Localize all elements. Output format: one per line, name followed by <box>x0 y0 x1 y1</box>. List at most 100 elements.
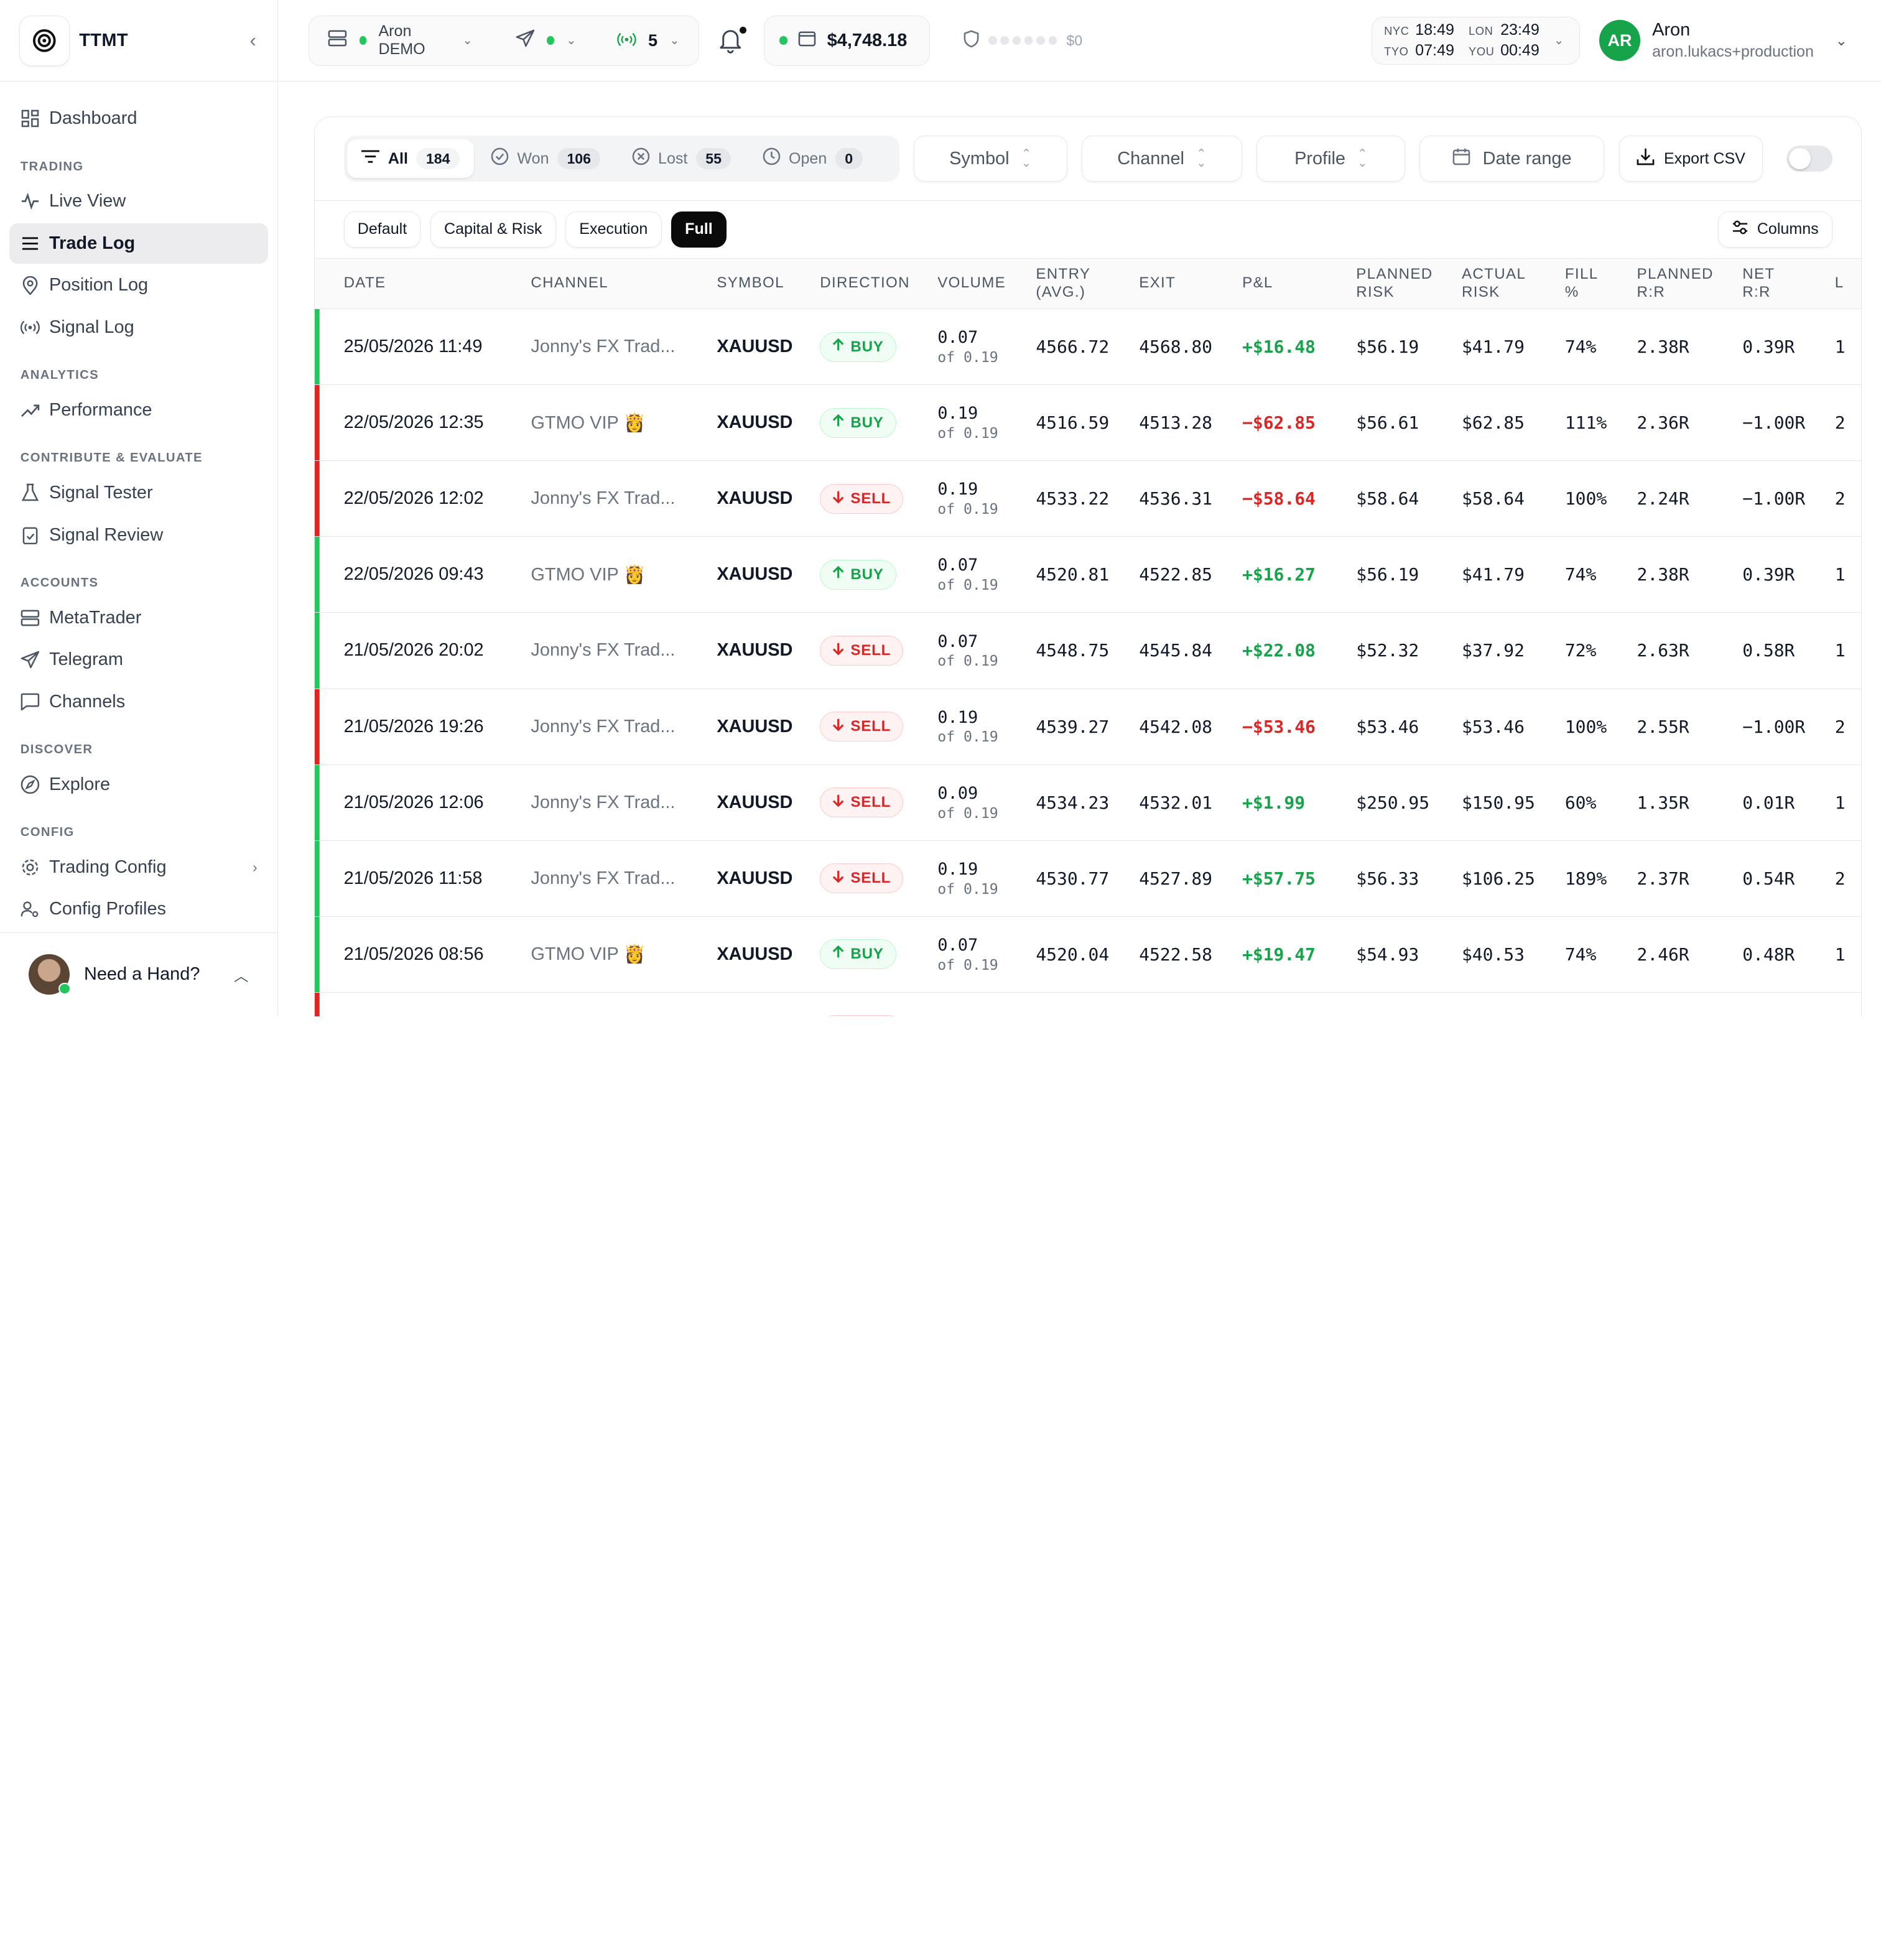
cell-direction: BUY <box>810 309 928 386</box>
sidebar-item-position-log[interactable]: Position Log <box>9 265 268 306</box>
sidebar-item-signal-review[interactable]: Signal Review <box>9 514 268 555</box>
table-row[interactable]: 21/05/2026 08:56 GTMO VIP 👸 XAUUSD BUY 0.07 o… <box>315 916 1862 993</box>
col-pnl[interactable]: P&L <box>1232 258 1347 310</box>
volume-total: of 0.19 <box>937 577 998 594</box>
tab-label: All <box>388 149 408 167</box>
table-row[interactable]: 21/05/2026 12:06 Jonny's FX Trad... XAUUSD… <box>315 764 1862 841</box>
cell-date: 22/05/2026 12:02 <box>315 460 521 537</box>
columns-button[interactable]: Columns <box>1718 211 1832 248</box>
chevron-down-icon[interactable]: ⌄ <box>669 34 680 48</box>
col-date[interactable]: DATE <box>315 258 521 310</box>
col-symbol[interactable]: SYMBOL <box>707 258 810 310</box>
col-actual-risk[interactable]: ACTUAL RISK <box>1452 258 1556 310</box>
chevron-down-icon[interactable]: ⌄ <box>566 34 577 48</box>
cell-extra: 1 <box>1825 612 1862 689</box>
col-net-rr[interactable]: NET R:R <box>1732 258 1826 310</box>
sidebar-item-trading-config[interactable]: Trading Config › <box>9 847 268 888</box>
help-widget[interactable]: Need a Hand? ︿ <box>0 932 277 1016</box>
columns-label: Columns <box>1757 220 1819 238</box>
account-switcher[interactable]: Aron DEMO ⌄ ⌄ 5 ⌄ <box>308 15 700 66</box>
sidebar-item-telegram[interactable]: Telegram <box>9 639 268 680</box>
direction-label: BUY <box>850 945 884 963</box>
clock-group-2: LON 23:49 YOU 00:49 <box>1469 21 1540 60</box>
table-row[interactable]: 25/05/2026 11:49 Jonny's FX Trad... XAUUSD… <box>315 309 1862 386</box>
tab-lost[interactable]: Lost 55 <box>617 139 745 178</box>
sidebar-item-dashboard[interactable]: Dashboard <box>9 98 268 139</box>
table-row[interactable]: 22/05/2026 12:35 GTMO VIP 👸 XAUUSD BUY 0.19 o… <box>315 384 1862 462</box>
col-volume[interactable]: VOLUME <box>927 258 1026 310</box>
table-row[interactable]: 21/05/2026 20:02 Jonny's FX Trad... XAUUSD… <box>315 612 1862 689</box>
cell-symbol: XAUUSD <box>707 916 810 993</box>
view-toggle-switch[interactable] <box>1786 145 1832 172</box>
collapse-sidebar-icon[interactable]: ‹ <box>249 29 256 52</box>
sidebar-item-label: Channels <box>49 691 126 712</box>
clock-icon <box>763 147 781 170</box>
user-name: Aron <box>1652 20 1691 40</box>
sidebar-item-label: Signal Tester <box>49 483 153 503</box>
table-row[interactable]: SELL 0.24 <box>315 992 1862 1016</box>
col-extra[interactable]: L <box>1825 258 1862 310</box>
cell-planned-risk: $250.95 <box>1346 764 1452 841</box>
cell-net-rr: −1.00R <box>1732 689 1826 765</box>
tab-won[interactable]: Won 106 <box>476 139 615 178</box>
direction-label: SELL <box>850 641 891 659</box>
sidebar-item-channels[interactable]: Channels <box>9 681 268 722</box>
balance-pill[interactable]: $4,748.18 <box>764 15 930 66</box>
sidebar-item-config-profiles[interactable]: Config Profiles <box>9 889 268 930</box>
cell-actual-risk: $150.95 <box>1452 764 1556 841</box>
cell-channel: GTMO VIP 👸 <box>521 536 707 613</box>
preset-full[interactable]: Full <box>671 211 727 248</box>
notifications-bell-icon[interactable] <box>718 26 748 53</box>
sidebar-item-signal-tester[interactable]: Signal Tester <box>9 473 268 514</box>
cell-planned-risk: $54.93 <box>1346 916 1452 993</box>
sidebar-item-live-view[interactable]: Live View <box>9 181 268 222</box>
chevrons-up-down-icon: ⌃ ⌄ <box>1196 147 1207 170</box>
preset-default[interactable]: Default <box>343 211 421 248</box>
cell-actual-risk: $41.79 <box>1452 309 1556 386</box>
col-planned-risk[interactable]: PLANNED RISK <box>1346 258 1452 310</box>
preset-execution[interactable]: Execution <box>565 211 662 248</box>
telegram-status-dot <box>547 36 554 45</box>
tab-open[interactable]: Open 0 <box>748 139 876 178</box>
table-row[interactable]: 21/05/2026 19:26 Jonny's FX Trad... XAUUSD… <box>315 689 1862 765</box>
channel-filter[interactable]: Channel ⌃ ⌄ <box>1081 136 1243 182</box>
volume-filled: 0.07 <box>937 328 978 348</box>
cell-entry: 4520.81 <box>1026 536 1130 613</box>
sidebar-item-signal-log[interactable]: Signal Log <box>9 307 268 348</box>
cell-extra: 1 <box>1825 764 1862 841</box>
preset-capital-risk[interactable]: Capital & Risk <box>430 211 556 248</box>
sidebar-item-trade-log[interactable]: Trade Log <box>9 223 268 264</box>
sidebar-item-explore[interactable]: Explore <box>9 764 268 805</box>
check-circle-icon <box>491 147 509 170</box>
col-direction[interactable]: DIRECTION <box>810 258 928 310</box>
date-range-picker[interactable]: Date range <box>1419 136 1605 182</box>
profile-filter[interactable]: Profile ⌃ ⌄ <box>1256 136 1406 182</box>
sidebar-item-performance[interactable]: Performance <box>9 390 268 431</box>
send-icon[interactable] <box>516 29 535 52</box>
col-entry-line2: (AVG.) <box>1036 283 1086 300</box>
cell-extra: 1 <box>1825 309 1862 386</box>
risk-meter[interactable]: $0 <box>964 30 1082 52</box>
user-menu[interactable]: AR Aron aron.lukacs+production ⌄ <box>1599 20 1847 61</box>
arrow-down-icon <box>832 642 844 659</box>
trade-table: DATE CHANNEL SYMBOL DIRECTION VOLUME ENT… <box>315 258 1862 1016</box>
table-row[interactable]: 21/05/2026 11:58 Jonny's FX Trad... XAUUSD… <box>315 840 1862 917</box>
symbol-filter[interactable]: Symbol ⌃ ⌄ <box>913 136 1067 182</box>
col-channel[interactable]: CHANNEL <box>521 258 707 310</box>
sidebar-item-metatrader[interactable]: MetaTrader <box>9 597 268 638</box>
col-planned-rr[interactable]: PLANNED R:R <box>1627 258 1733 310</box>
tab-label: Open <box>789 149 827 167</box>
col-entry[interactable]: ENTRY (AVG.) <box>1026 258 1130 310</box>
table-row[interactable]: 22/05/2026 09:43 GTMO VIP 👸 XAUUSD BUY 0.07 o… <box>315 536 1862 613</box>
table-row[interactable]: 22/05/2026 12:02 Jonny's FX Trad... XAUUSD… <box>315 460 1862 537</box>
sidebar-item-label: Performance <box>49 399 152 420</box>
cell-volume: 0.19 of 0.19 <box>927 689 1026 765</box>
server-icon <box>21 608 40 628</box>
col-exit[interactable]: EXIT <box>1129 258 1233 310</box>
tab-all[interactable]: All 184 <box>347 139 475 178</box>
tab-count: 184 <box>416 147 460 170</box>
export-csv-button[interactable]: Export CSV <box>1619 136 1763 182</box>
brand-logo-icon[interactable] <box>19 15 70 66</box>
col-fill[interactable]: FILL% <box>1555 258 1628 310</box>
world-clock[interactable]: NYC 18:49 TYO 07:49 LON 23:49 YOU 00:49 ⌄ <box>1371 16 1581 65</box>
